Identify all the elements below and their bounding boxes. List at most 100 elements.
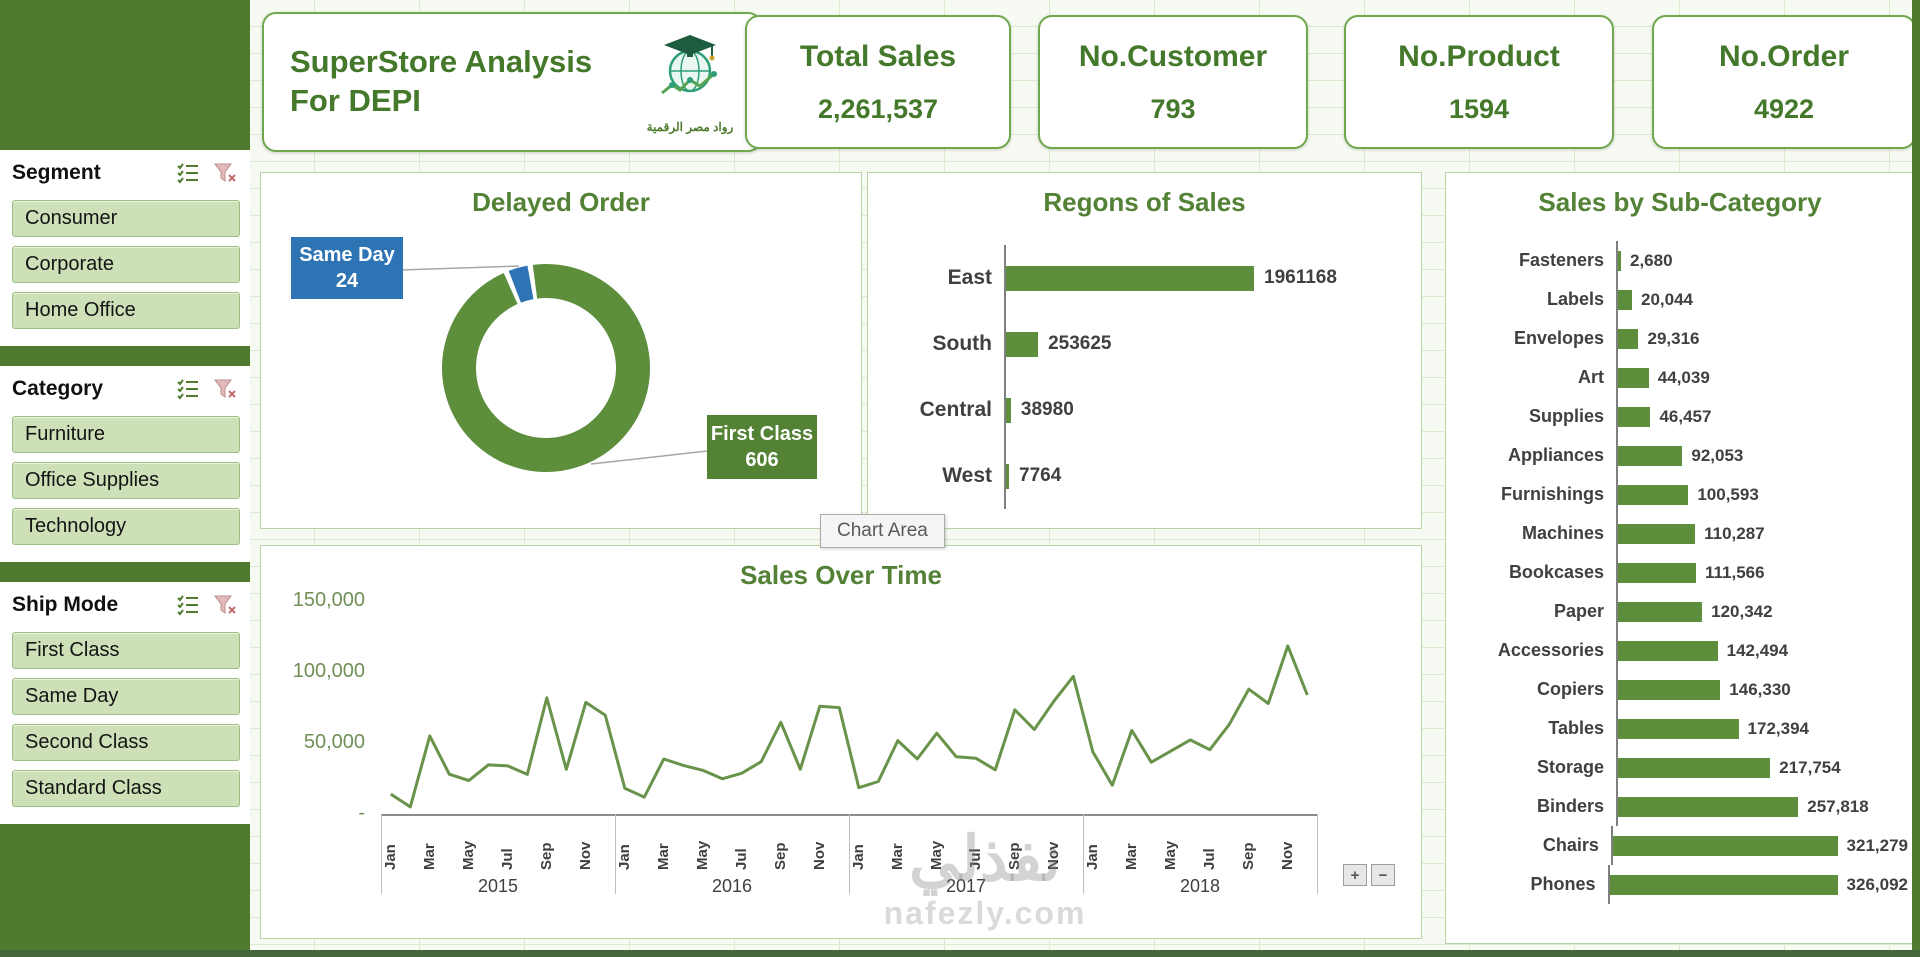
slicer-item-first-class[interactable]: First Class: [12, 632, 240, 669]
bar: [1006, 397, 1011, 423]
callout-leader-line: [590, 450, 708, 465]
month-tick: Sep: [1005, 842, 1023, 870]
bar-label: Art: [1578, 367, 1604, 387]
bar-label: Furnishings: [1501, 484, 1604, 504]
bar-value: 326,092: [1846, 874, 1908, 894]
bar-row: West 7764: [892, 443, 1407, 509]
month-tick: May: [459, 840, 477, 870]
bar-value: 253625: [1048, 333, 1112, 354]
slicer-segment: Segment Consumer Corporate Home Office: [0, 150, 250, 346]
regions-of-sales-chart[interactable]: Regons of Sales East 1961168 South 253625 Ce…: [867, 172, 1422, 529]
year-label: 2015: [477, 876, 519, 896]
month-tick: Jul: [498, 848, 516, 870]
sales-over-time-chart[interactable]: Sales Over Time 150,000 100,000 50,000 - Jan…: [260, 545, 1422, 939]
month-tick: Nov: [810, 841, 828, 870]
bar: [1609, 874, 1838, 895]
bar-row: Central 38980: [892, 377, 1407, 443]
bar-label: Supplies: [1528, 406, 1604, 426]
zoom-in-button[interactable]: +: [1343, 864, 1367, 886]
bar-label: Phones: [1530, 874, 1596, 894]
bar: [1618, 562, 1696, 583]
slicer-item-second-class[interactable]: Second Class: [12, 724, 240, 761]
slicer-item-corporate[interactable]: Corporate: [12, 246, 240, 283]
depi-logo: رواد مصر الرقمية: [638, 31, 742, 134]
kpi-label: Total Sales: [799, 39, 957, 73]
chart-area-tooltip: Chart Area: [820, 514, 945, 548]
bar: [1618, 289, 1632, 310]
kpi-no-product: No.Product 1594: [1344, 15, 1614, 149]
bar-label: Binders: [1536, 796, 1604, 816]
y-axis-tick: 50,000: [303, 731, 365, 753]
month-tick: Jan: [849, 844, 867, 870]
month-tick: Jul: [732, 848, 750, 870]
clear-filter-icon[interactable]: [211, 160, 238, 185]
month-tick: Jan: [1083, 844, 1101, 870]
graduation-globe-icon: [661, 34, 717, 94]
bar-row: Art 44,039: [1456, 358, 1908, 397]
clear-filter-icon[interactable]: [211, 376, 238, 401]
slicer-category: Category Furniture Office Supplies Technol…: [0, 366, 250, 562]
kpi-value: 2,261,537: [817, 93, 939, 124]
chart-title: Sales Over Time: [740, 560, 942, 590]
sales-line-series: [389, 644, 1309, 809]
month-tick: Nov: [1044, 841, 1062, 870]
bar-value: 29,316: [1647, 328, 1700, 348]
slicer-item-same-day[interactable]: Same Day: [12, 678, 240, 715]
year-divider: [1317, 814, 1318, 894]
bar-label: Storage: [1536, 757, 1604, 777]
multiselect-icon[interactable]: [174, 376, 201, 401]
bar: [1006, 331, 1039, 357]
donut-callout-same-day: Same Day 24: [291, 237, 403, 299]
bar-row: Copiers 146,330: [1456, 670, 1908, 709]
bar-label: Appliances: [1507, 445, 1604, 465]
slicer-item-office-supplies[interactable]: Office Supplies: [12, 462, 240, 499]
slicer-item-technology[interactable]: Technology: [12, 508, 240, 545]
slicer-item-home-office[interactable]: Home Office: [12, 292, 240, 329]
bar: [1618, 796, 1799, 817]
bar-value: 7764: [1019, 465, 1062, 486]
bar-label: Copiers: [1536, 679, 1604, 699]
slicer-item-consumer[interactable]: Consumer: [12, 200, 240, 237]
bar-row: Furnishings 100,593: [1456, 475, 1908, 514]
logo-caption: رواد مصر الرقمية: [646, 119, 734, 134]
bar-value: 100,593: [1697, 484, 1759, 504]
bar: [1618, 640, 1718, 661]
delayed-order-chart[interactable]: Delayed Order Same Day 24 First Class 606: [260, 172, 862, 529]
sales-by-subcategory-chart[interactable]: Sales by Sub-Category Fasteners 2,680 Labe…: [1445, 172, 1915, 944]
bar-label: Machines: [1521, 523, 1604, 543]
zoom-out-button[interactable]: −: [1371, 864, 1395, 886]
bar-value: 1961168: [1264, 267, 1337, 288]
donut-slice-first-class: [442, 264, 650, 472]
dashboard-title-line1: SuperStore Analysis: [290, 44, 593, 80]
bar: [1618, 601, 1703, 622]
bottom-green-strip: [0, 950, 1920, 957]
multiselect-icon[interactable]: [174, 592, 201, 617]
kpi-no-customer: No.Customer 793: [1038, 15, 1308, 149]
bar-label: Tables: [1548, 718, 1604, 738]
bar-value: 92,053: [1691, 445, 1744, 465]
year-divider: [1083, 814, 1084, 894]
bar-row: Accessories 142,494: [1456, 631, 1908, 670]
bar: [1618, 523, 1696, 544]
donut-slice-same-day: [508, 265, 534, 303]
slicer-item-standard-class[interactable]: Standard Class: [12, 770, 240, 807]
kpi-no-order: No.Order 4922: [1652, 15, 1916, 149]
slicer-item-furniture[interactable]: Furniture: [12, 416, 240, 453]
donut-callout-first-class: First Class 606: [707, 415, 817, 479]
month-tick: Mar: [420, 843, 438, 870]
bar-label: Fasteners: [1518, 250, 1604, 270]
chart-title: Regons of Sales: [1043, 187, 1246, 217]
multiselect-icon[interactable]: [174, 160, 201, 185]
month-tick: May: [927, 840, 945, 870]
year-label: 2018: [1179, 876, 1221, 896]
clear-filter-icon[interactable]: [211, 592, 238, 617]
bar-label: South: [932, 332, 992, 355]
zoom-controls: + −: [1343, 864, 1395, 886]
bar-label: West: [942, 464, 992, 487]
month-tick: May: [693, 840, 711, 870]
bar: [1618, 445, 1683, 466]
bar-value: 20,044: [1641, 289, 1693, 309]
bar: [1618, 679, 1721, 700]
bar-label: Bookcases: [1508, 562, 1604, 582]
month-tick: Mar: [888, 843, 906, 870]
